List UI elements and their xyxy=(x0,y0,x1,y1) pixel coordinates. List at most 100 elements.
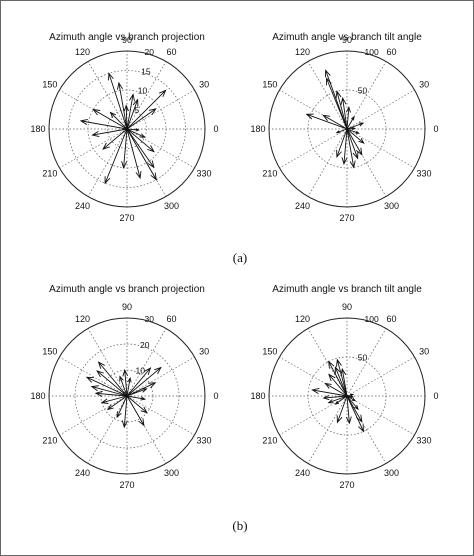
compass-vector xyxy=(94,390,128,397)
radial-tick-label: 10 xyxy=(136,365,146,375)
angle-tick-label: 60 xyxy=(386,47,396,57)
angle-tick-label: 150 xyxy=(42,347,57,357)
angle-tick-label: 270 xyxy=(119,213,134,223)
angle-tick-label: 270 xyxy=(339,480,354,490)
compass-vector xyxy=(119,375,128,397)
compass-vector xyxy=(346,395,364,433)
angle-tick-label: 180 xyxy=(30,391,45,401)
compass-vector xyxy=(346,395,357,402)
angle-tick-label: 30 xyxy=(419,347,429,357)
angle-tick-label: 270 xyxy=(339,213,354,223)
compass-vector xyxy=(85,376,128,397)
range-ring xyxy=(307,89,387,169)
angle-tick-label: 330 xyxy=(417,169,432,179)
compass-vector xyxy=(126,128,157,181)
angle-tick-label: 300 xyxy=(384,468,399,478)
spoke-gridline xyxy=(126,395,195,436)
compass-vector xyxy=(328,360,348,397)
compass-vector xyxy=(126,395,148,414)
angle-tick-label: 150 xyxy=(262,347,277,357)
compass-vector xyxy=(335,90,348,130)
angle-tick-label: 210 xyxy=(42,436,57,446)
angle-tick-label: 0 xyxy=(433,124,438,134)
angle-tick-label: 210 xyxy=(262,169,277,179)
compass-vector xyxy=(126,128,142,180)
polar-plot-3: Azimuth angle vs branch projection 10 20 30… xyxy=(30,284,218,490)
angle-tick-label: 240 xyxy=(295,468,310,478)
compass-vector xyxy=(126,382,157,397)
angle-tick-label: 0 xyxy=(213,124,218,134)
spoke-gridline xyxy=(346,395,387,464)
compass-vector xyxy=(100,395,128,404)
spoke-gridline xyxy=(279,89,348,130)
compass-vector xyxy=(311,388,348,397)
radial-tick-label: 50 xyxy=(358,353,368,363)
polar-plot-1: Azimuth angle vs branch projection 5 10 15 2… xyxy=(30,32,218,223)
compass-vector xyxy=(328,373,348,397)
radial-tick-label: 20 xyxy=(140,340,150,350)
range-ring xyxy=(307,356,387,436)
angle-tick-label: 90 xyxy=(122,35,132,45)
compass-vector xyxy=(121,128,128,170)
caption-b: (b) xyxy=(232,518,247,533)
angle-tick-label: 210 xyxy=(262,436,277,446)
radial-tick-label: 15 xyxy=(141,66,151,76)
angle-tick-label: 30 xyxy=(199,347,209,357)
spoke-gridline xyxy=(126,356,195,397)
radial-tick-label: 10 xyxy=(138,86,148,96)
angle-tick-label: 330 xyxy=(197,436,212,446)
compass-vector xyxy=(336,128,348,158)
compass-vector xyxy=(346,122,365,130)
compass-vector xyxy=(126,108,157,130)
plot-title: Azimuth angle vs branch tilt angle xyxy=(272,284,422,295)
compass-vector xyxy=(79,119,128,130)
spoke-gridline xyxy=(87,395,128,464)
outer-ring xyxy=(268,50,426,208)
compass-vector xyxy=(327,395,348,404)
plot-title: Azimuth angle vs branch projection xyxy=(49,284,205,295)
range-ring xyxy=(107,109,147,149)
angle-tick-label: 330 xyxy=(417,436,432,446)
compass-vector xyxy=(341,128,348,166)
compass-vector xyxy=(121,395,128,429)
compass-vector xyxy=(322,395,348,401)
angle-tick-label: 180 xyxy=(250,124,265,134)
angle-tick-label: 180 xyxy=(250,391,265,401)
compass-vector xyxy=(335,128,348,134)
radial-tick-label: 20 xyxy=(145,47,155,57)
compass-vector xyxy=(106,395,128,411)
compass-vector xyxy=(90,385,128,397)
radial-tick-label: 100 xyxy=(365,314,379,324)
compass-vector xyxy=(108,72,128,130)
compass-vector xyxy=(126,128,146,138)
spoke-gridline xyxy=(87,328,128,397)
range-ring xyxy=(74,343,180,449)
angle-tick-label: 120 xyxy=(75,47,90,57)
compass-vector xyxy=(126,395,145,427)
angle-tick-label: 150 xyxy=(262,80,277,90)
compass-vector xyxy=(326,77,348,130)
angle-tick-label: 90 xyxy=(342,35,352,45)
compass-vector xyxy=(126,89,167,130)
spoke-gridline xyxy=(346,128,415,169)
angle-tick-label: 180 xyxy=(30,124,45,134)
compass-vector xyxy=(346,115,355,130)
compass-vector xyxy=(346,106,351,130)
angle-tick-label: 90 xyxy=(342,302,352,312)
spoke-gridline xyxy=(126,395,167,464)
compass-vector xyxy=(102,128,128,150)
angle-tick-label: 300 xyxy=(164,468,179,478)
compass-vector xyxy=(346,128,360,134)
compass-vector xyxy=(126,93,135,130)
compass-vector xyxy=(126,98,139,130)
compass-vector xyxy=(346,127,356,131)
spoke-gridline xyxy=(346,395,415,436)
compass-vector xyxy=(126,376,132,397)
plot-title: Azimuth angle vs branch tilt angle xyxy=(272,32,422,43)
compass-vector xyxy=(126,367,152,397)
compass-vector xyxy=(117,81,128,130)
spoke-gridline xyxy=(87,61,128,130)
compass-vector xyxy=(346,393,355,397)
radial-tick-label: 50 xyxy=(358,86,368,96)
